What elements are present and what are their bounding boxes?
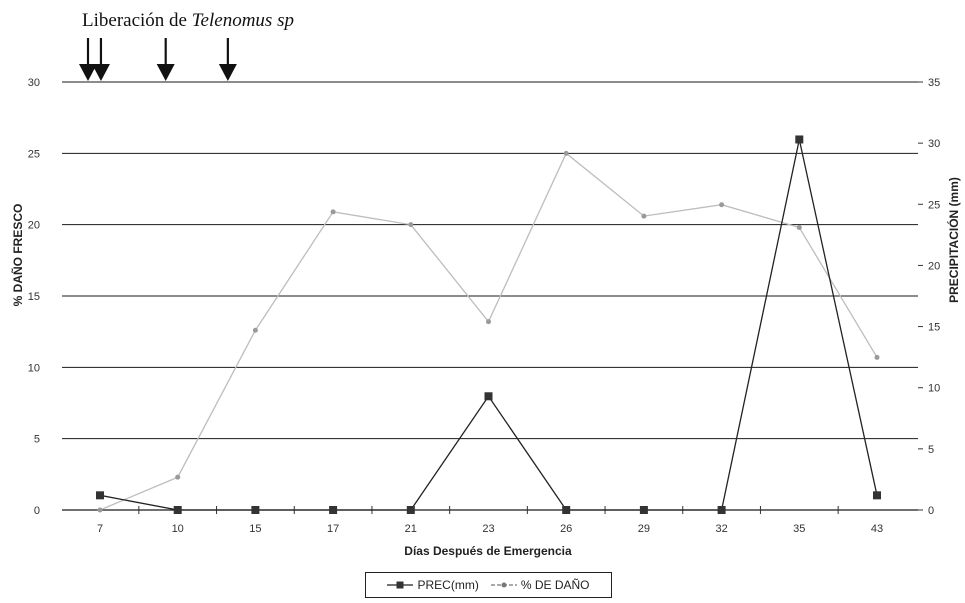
y-tick-label-0: 0 [34,505,40,517]
point-dano-23 [486,319,491,325]
release-arrow-head-3 [218,64,237,81]
legend-prec-label: PREC(mm) [417,578,479,592]
y2-tick-label-0: 0 [928,505,934,517]
release-arrow-head-2 [156,64,175,81]
release-annotation: Liberación de Telenomus sp [82,10,294,32]
y2-tick-label-35: 35 [928,77,940,89]
y2-tick-label-5: 5 [928,444,934,456]
x-tick-label-26: 26 [560,523,572,535]
legend-dano-label: % DE DAÑO [520,578,590,592]
y-tick-label-5: 5 [34,434,40,446]
y-axis-tick-labels: 0 5 10 15 20 25 30 [28,77,40,517]
y-tick-label-30: 30 [28,77,40,89]
legend-dano-swatch [490,582,517,588]
point-prec-29 [639,506,648,514]
point-prec-21 [406,506,415,514]
series-prec-line [99,139,878,511]
point-prec-7 [96,491,104,500]
point-dano-21 [408,222,414,228]
release-arrows [79,38,237,81]
legend-item-dano: % DE DAÑO [490,578,590,592]
point-dano-35 [796,225,802,231]
x-tick-label-29: 29 [638,523,650,535]
x-tick-label-10: 10 [172,523,184,535]
x-tick-label-7: 7 [97,523,103,535]
point-dano-7 [97,507,103,513]
release-arrow-head-0 [79,64,97,81]
grid-lines [62,81,918,511]
point-dano-29 [641,213,647,219]
point-prec-15 [251,506,260,514]
point-prec-10 [173,506,182,514]
x-axis-tick-labels: 7 10 15 17 21 23 26 29 32 35 43 [97,523,883,535]
point-prec-35 [795,135,804,144]
legend-item-prec: PREC(mm) [387,578,479,592]
x-axis-title: Días Después de Emergencia [404,544,572,558]
x-tick-label-15: 15 [249,523,261,535]
legend: PREC(mm) % DE DAÑO [365,572,612,598]
series-prec [96,135,881,514]
y2-tick-label-10: 10 [928,383,940,395]
point-dano-26 [563,150,569,156]
point-prec-26 [562,506,571,514]
point-prec-23 [484,392,493,401]
series-dano-line [99,152,878,511]
series-dano [97,150,880,513]
point-prec-17 [329,506,338,514]
y2-axis-title: PRECIPITACIÓN (mm) [946,177,961,303]
y-tick-label-10: 10 [28,362,40,374]
point-dano-17 [330,209,336,215]
point-dano-32 [719,202,725,208]
y-tick-label-20: 20 [28,220,40,232]
point-dano-43 [874,354,880,360]
y2-tick-label-30: 30 [928,138,940,150]
y2-axis-tick-labels: 0 5 10 15 20 25 30 35 [918,77,940,517]
y2-tick-label-25: 25 [928,199,940,211]
release-annotation-prefix: Liberación de [82,10,192,31]
x-tick-label-43: 43 [871,523,883,535]
point-prec-43 [873,491,881,500]
x-tick-label-23: 23 [482,523,494,535]
x-tick-label-35: 35 [793,523,805,535]
y-tick-label-25: 25 [28,148,40,160]
point-prec-32 [717,506,726,514]
legend-prec-swatch [387,581,414,589]
point-dano-15 [252,327,258,333]
y-axis-title: % DAÑO FRESCO [10,204,25,307]
release-arrow-head-1 [91,64,110,81]
y2-tick-label-20: 20 [928,260,940,272]
point-dano-10 [175,474,181,480]
release-annotation-species: Telenomus sp [191,10,294,31]
x-tick-label-17: 17 [327,523,339,535]
y2-tick-label-15: 15 [928,322,940,334]
x-tick-label-32: 32 [715,523,727,535]
y-tick-label-15: 15 [28,291,40,303]
x-tick-label-21: 21 [405,523,417,535]
